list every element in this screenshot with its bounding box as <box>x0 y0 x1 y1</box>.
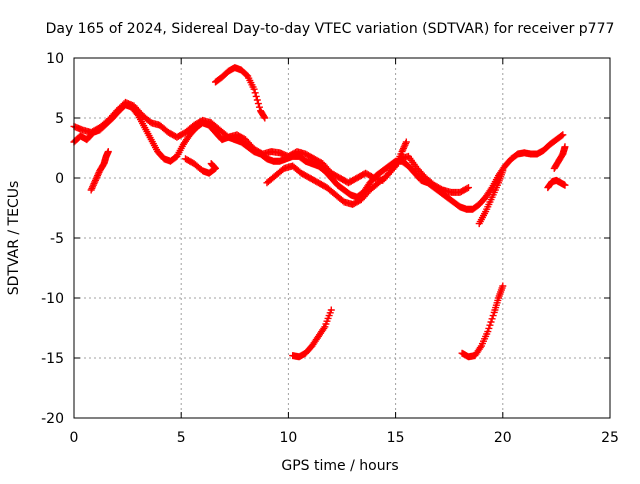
data-point-marker <box>91 176 99 184</box>
data-point-marker <box>260 113 268 121</box>
data-point-marker <box>251 89 259 97</box>
y-tick-label: -5 <box>50 231 64 247</box>
y-tick-label: 0 <box>55 171 64 187</box>
data-point-marker <box>89 181 97 189</box>
data-point-marker <box>398 148 406 156</box>
data-point-marker <box>558 132 566 140</box>
data-point-marker <box>499 282 507 290</box>
x-tick-label: 0 <box>70 430 79 446</box>
series-end-tail <box>544 176 569 192</box>
data-point-marker <box>90 180 98 188</box>
data-point-marker <box>320 324 328 332</box>
series-short-rise-early <box>87 148 112 194</box>
series-high-arc <box>212 64 269 122</box>
data-point-marker <box>464 184 472 192</box>
plot-frame <box>73 57 611 419</box>
data-point-marker <box>476 344 484 352</box>
y-tick-label: -20 <box>41 411 64 427</box>
data-point-marker <box>402 138 410 146</box>
x-tick-label: 5 <box>177 430 186 446</box>
series-low-seg-18h <box>458 282 507 361</box>
data-point-marker <box>255 103 263 111</box>
data-point-marker <box>486 321 494 329</box>
chart-title: Day 165 of 2024, Sidereal Day-to-day VTE… <box>46 21 615 37</box>
data-point-marker <box>207 160 215 168</box>
y-tick-label: 10 <box>46 51 64 67</box>
series-upper-band <box>70 98 472 196</box>
series-dip-6h <box>181 155 220 177</box>
data-point-marker <box>400 143 408 151</box>
data-point-marker <box>485 324 493 332</box>
data-point-marker <box>561 143 569 151</box>
series-end-rise <box>550 143 569 172</box>
data-point-marker <box>484 328 492 336</box>
data-point-marker <box>487 185 495 193</box>
data-point-marker <box>89 183 97 191</box>
data-point-marker <box>253 96 261 104</box>
data-point-marker <box>488 315 496 323</box>
series-low-seg-10h <box>289 306 335 361</box>
y-axis-label: SDTVAR / TECUs <box>6 181 22 296</box>
data-point-marker <box>327 306 335 314</box>
x-tick-label: 15 <box>387 430 405 446</box>
data-point-marker <box>252 92 260 100</box>
data-point-marker <box>92 175 100 183</box>
data-point-marker <box>250 85 258 93</box>
y-tick-label: 5 <box>55 111 64 127</box>
data-point-marker <box>209 161 217 169</box>
data-point-marker <box>94 170 102 178</box>
data-point-marker <box>402 140 410 148</box>
data-point-marker <box>561 181 569 189</box>
grid-lines <box>74 58 610 418</box>
data-point-marker <box>463 184 471 192</box>
data-point-marker <box>261 114 269 122</box>
y-tick-label: -10 <box>41 291 64 307</box>
data-point-marker <box>104 148 112 156</box>
data-point-marker <box>401 141 409 149</box>
x-tick-label: 10 <box>279 430 297 446</box>
y-tick-label: -15 <box>41 351 64 367</box>
data-points <box>70 64 569 361</box>
x-tick-label: 25 <box>601 430 619 446</box>
data-point-marker <box>390 164 398 172</box>
data-point-marker <box>88 184 96 192</box>
x-tick-label: 20 <box>494 430 512 446</box>
data-point-marker <box>208 160 216 168</box>
data-point-marker <box>254 100 262 108</box>
axis-ticks: 0 5 10 15 20 25 -20 -15 -10 -5 0 5 10 <box>41 51 619 446</box>
data-point-marker <box>489 312 497 320</box>
data-point-marker <box>399 146 407 154</box>
data-point-marker <box>487 318 495 326</box>
data-point-marker <box>399 144 407 152</box>
series-lower-band <box>263 138 410 208</box>
series-falling-late <box>475 167 507 228</box>
data-point-marker <box>93 173 101 181</box>
data-point-marker <box>94 172 102 180</box>
data-point-marker <box>87 186 95 194</box>
data-point-marker <box>559 131 567 139</box>
x-axis-label: GPS time / hours <box>281 458 398 474</box>
data-point-marker <box>499 167 507 175</box>
data-point-marker <box>91 178 99 186</box>
